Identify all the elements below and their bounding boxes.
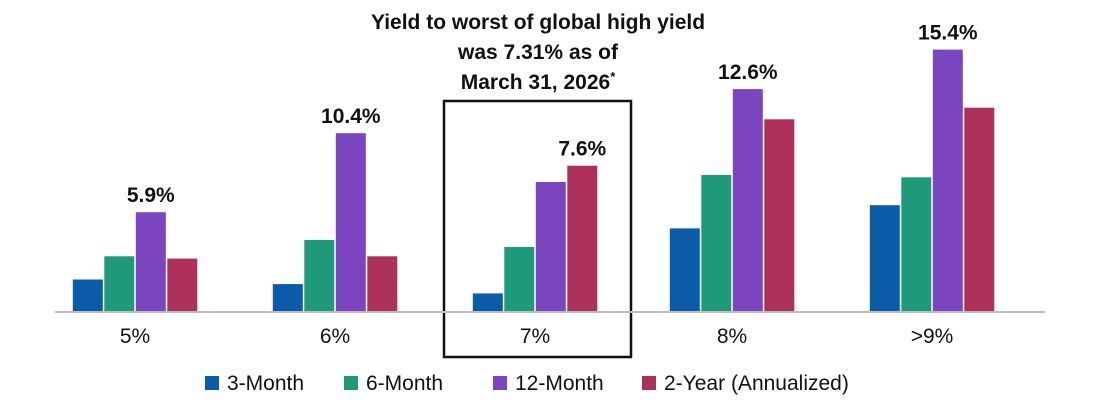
- legend-swatch-2: [493, 376, 507, 390]
- tick-label-4: >9%: [911, 325, 954, 348]
- data-label-1: 10.4%: [321, 105, 381, 128]
- bar-6-month-4: [901, 177, 932, 312]
- bar-2-year-annualized-3: [764, 119, 795, 312]
- bar-6-month-0: [104, 256, 135, 312]
- data-label-2: 7.6%: [558, 138, 606, 161]
- bar-2-year-annualized-2: [567, 165, 598, 312]
- data-label-0: 5.9%: [127, 184, 175, 207]
- bar-3-month-4: [869, 205, 900, 312]
- legend-label-3: 2-Year (Annualized): [664, 372, 849, 395]
- annotation-line-2: was 7.31% as of: [457, 41, 619, 64]
- legend-label-1: 6-Month: [366, 372, 443, 395]
- legend-swatch-3: [642, 376, 656, 390]
- bar-12-month-2: [535, 182, 566, 312]
- data-labels: 5.9% 10.4% 7.6% 12.6% 15.4%: [127, 22, 978, 208]
- legend-label-0: 3-Month: [227, 372, 304, 395]
- bar-6-month-1: [304, 240, 335, 312]
- data-label-4: 15.4%: [918, 22, 978, 45]
- annotation-line-3: March 31, 2026*: [461, 69, 616, 94]
- bars: [72, 49, 995, 312]
- data-label-3: 12.6%: [718, 61, 778, 84]
- bar-12-month-0: [135, 212, 166, 312]
- bar-2-year-annualized-4: [964, 107, 995, 312]
- bar-2-year-annualized-0: [167, 258, 198, 312]
- bar-2-year-annualized-1: [367, 256, 398, 312]
- tick-label-2: 7%: [520, 325, 550, 348]
- legend-swatch-1: [344, 376, 358, 390]
- tick-label-1: 6%: [320, 325, 350, 348]
- tick-label-0: 5%: [120, 325, 150, 348]
- annotation-footnote-mark: *: [610, 69, 616, 84]
- bar-3-month-2: [472, 293, 503, 312]
- bar-3-month-0: [72, 279, 103, 312]
- annotation-line-1: Yield to worst of global high yield: [371, 11, 705, 34]
- tick-label-3: 8%: [717, 325, 747, 348]
- legend: 3-Month 6-Month 12-Month 2-Year (Annualized…: [205, 372, 849, 395]
- legend-label-2: 12-Month: [515, 372, 604, 395]
- highlight-box: [442, 99, 633, 359]
- bar-6-month-3: [701, 175, 732, 312]
- bar-12-month-3: [732, 89, 763, 312]
- bar-6-month-2: [504, 247, 535, 312]
- x-axis-ticks: 5% 6% 7% 8% >9%: [120, 325, 953, 348]
- legend-swatch-0: [205, 376, 219, 390]
- annotation: Yield to worst of global high yield was …: [371, 11, 705, 94]
- bar-12-month-4: [932, 49, 963, 312]
- bar-12-month-1: [335, 133, 366, 312]
- annotation-line-3-text: March 31, 2026: [461, 71, 610, 94]
- bar-3-month-1: [272, 284, 303, 312]
- bar-3-month-3: [669, 228, 700, 312]
